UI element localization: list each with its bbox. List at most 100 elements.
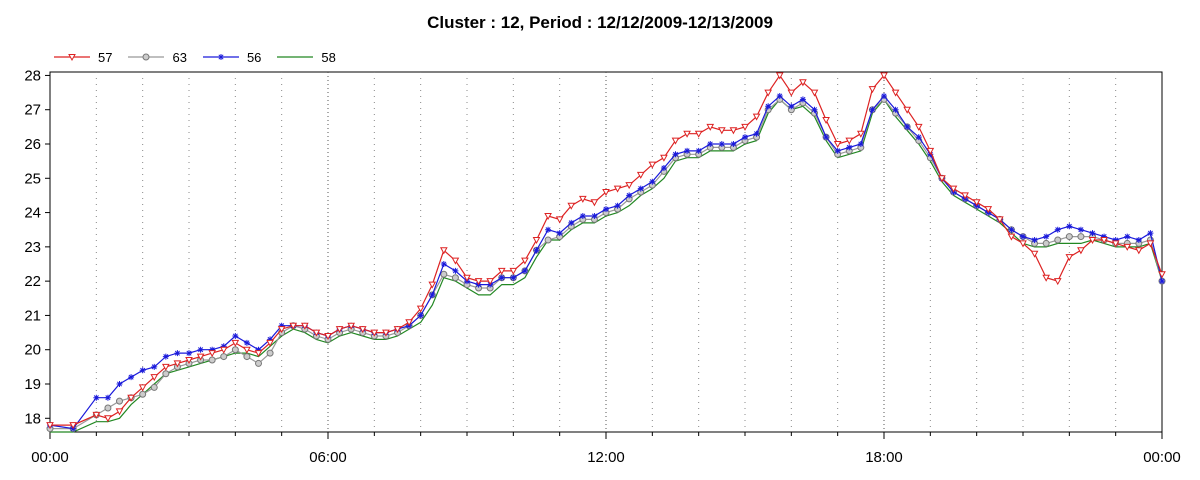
data-point <box>92 411 101 419</box>
data-point <box>753 130 760 137</box>
data-point <box>1054 226 1061 233</box>
legend-item-63: 63 <box>126 50 187 65</box>
legend-swatch <box>128 53 165 61</box>
data-point <box>926 147 935 155</box>
y-tick-label: 18 <box>24 410 41 427</box>
data-point <box>775 72 784 80</box>
y-tick-label: 28 <box>24 67 41 84</box>
data-point <box>289 322 298 330</box>
data-point <box>856 130 865 138</box>
y-tick-label: 23 <box>24 239 41 256</box>
data-point <box>869 106 876 113</box>
data-point <box>742 134 748 141</box>
data-point <box>695 147 702 154</box>
data-point <box>823 134 830 141</box>
data-point <box>914 123 923 131</box>
data-point <box>1066 223 1073 230</box>
data-point <box>1065 233 1073 241</box>
data-point <box>810 89 819 97</box>
data-point <box>1042 274 1051 282</box>
data-point <box>904 123 911 130</box>
data-point <box>544 236 552 244</box>
data-point <box>393 326 402 334</box>
data-point <box>995 216 1004 224</box>
data-point <box>1030 250 1039 258</box>
data-point <box>1158 271 1166 279</box>
data-point <box>845 137 854 145</box>
data-point <box>938 175 946 183</box>
legend: 57 63 56 58 <box>52 48 350 66</box>
data-point <box>683 130 691 138</box>
y-tick-label: 27 <box>24 102 41 119</box>
data-point <box>510 274 517 281</box>
data-point <box>521 257 529 265</box>
data-point <box>208 356 216 364</box>
data-point <box>1077 247 1085 255</box>
data-point <box>684 147 691 154</box>
data-point <box>811 106 818 113</box>
data-point <box>1112 237 1119 243</box>
data-point <box>278 322 285 329</box>
data-point <box>405 319 413 327</box>
data-point <box>208 350 217 358</box>
y-tick-label: 20 <box>24 342 41 359</box>
data-point <box>497 267 506 275</box>
data-point <box>891 89 900 97</box>
data-point <box>115 408 124 416</box>
data-point <box>197 346 204 353</box>
data-point <box>139 390 147 398</box>
x-tick-label: 18:00 <box>865 449 903 466</box>
data-point <box>417 312 424 319</box>
data-point <box>799 96 806 103</box>
data-point <box>127 394 135 402</box>
data-point <box>451 257 460 265</box>
x-tick-label: 00:00 <box>31 449 69 466</box>
data-point <box>764 89 773 97</box>
data-point <box>174 350 181 357</box>
y-tick-label: 21 <box>24 307 41 324</box>
data-point <box>139 367 146 374</box>
data-point <box>1020 233 1026 240</box>
data-point <box>243 339 250 346</box>
data-point <box>68 54 76 62</box>
data-point <box>347 322 356 330</box>
data-point <box>162 353 169 360</box>
data-point <box>173 360 182 368</box>
data-point <box>1053 278 1062 286</box>
data-point <box>544 213 552 221</box>
data-point <box>69 422 78 430</box>
data-point <box>648 161 657 169</box>
data-point <box>128 374 135 381</box>
data-point <box>1089 230 1096 237</box>
data-point <box>556 230 563 237</box>
data-point <box>660 165 667 171</box>
data-point <box>521 267 528 274</box>
data-point <box>881 93 887 99</box>
x-tick-label: 12:00 <box>587 449 625 466</box>
data-point <box>416 305 425 313</box>
data-point <box>579 213 586 219</box>
data-point <box>219 346 228 354</box>
data-point <box>613 185 622 193</box>
data-point <box>463 274 471 282</box>
data-point <box>452 267 459 274</box>
legend-swatch <box>277 56 314 58</box>
data-point <box>833 141 842 149</box>
data-point <box>266 349 274 357</box>
data-point <box>637 185 644 192</box>
data-point <box>254 350 263 358</box>
data-point <box>1100 237 1108 245</box>
data-point <box>730 141 737 147</box>
data-point <box>486 278 495 286</box>
chart-title: Cluster : 12, Period : 12/12/2009-12/13/… <box>427 13 773 32</box>
data-point <box>1124 233 1131 240</box>
legend-swatch <box>54 54 90 62</box>
data-point <box>1135 237 1142 243</box>
data-point <box>93 394 100 401</box>
data-point <box>255 359 262 367</box>
data-point <box>880 72 888 80</box>
data-point <box>1065 254 1074 262</box>
data-point <box>949 185 958 193</box>
data-point <box>636 171 645 179</box>
data-point <box>1031 237 1038 243</box>
